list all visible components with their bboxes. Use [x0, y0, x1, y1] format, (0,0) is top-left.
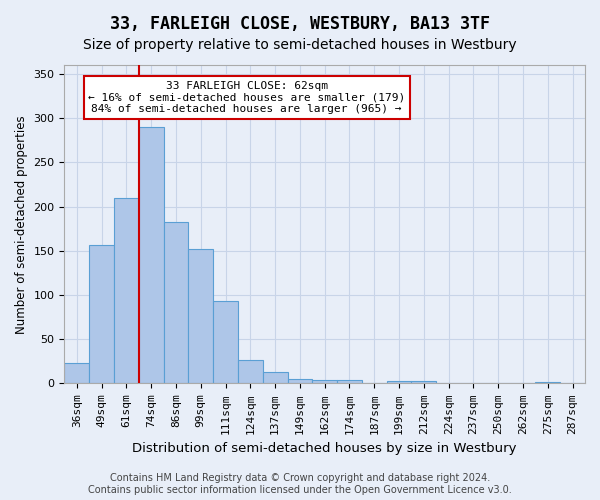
Bar [89, 246, 114, 384]
Bar [164, 222, 188, 384]
Bar [188, 249, 213, 384]
Bar [213, 301, 238, 384]
Bar [263, 372, 287, 384]
Bar [287, 379, 313, 384]
Bar [461, 382, 486, 384]
Text: 33 FARLEIGH CLOSE: 62sqm
← 16% of semi-detached houses are smaller (179)
84% of : 33 FARLEIGH CLOSE: 62sqm ← 16% of semi-d… [88, 81, 405, 114]
Bar [412, 381, 436, 384]
Bar [238, 360, 263, 384]
Bar [64, 363, 89, 384]
Bar [337, 380, 362, 384]
Text: 33, FARLEIGH CLOSE, WESTBURY, BA13 3TF: 33, FARLEIGH CLOSE, WESTBURY, BA13 3TF [110, 15, 490, 33]
Bar [386, 381, 412, 384]
X-axis label: Distribution of semi-detached houses by size in Westbury: Distribution of semi-detached houses by … [133, 442, 517, 455]
Bar [313, 380, 337, 384]
Y-axis label: Number of semi-detached properties: Number of semi-detached properties [15, 115, 28, 334]
Text: Size of property relative to semi-detached houses in Westbury: Size of property relative to semi-detach… [83, 38, 517, 52]
Bar [114, 198, 139, 384]
Bar [139, 127, 164, 384]
Text: Contains HM Land Registry data © Crown copyright and database right 2024.
Contai: Contains HM Land Registry data © Crown c… [88, 474, 512, 495]
Bar [535, 382, 560, 384]
